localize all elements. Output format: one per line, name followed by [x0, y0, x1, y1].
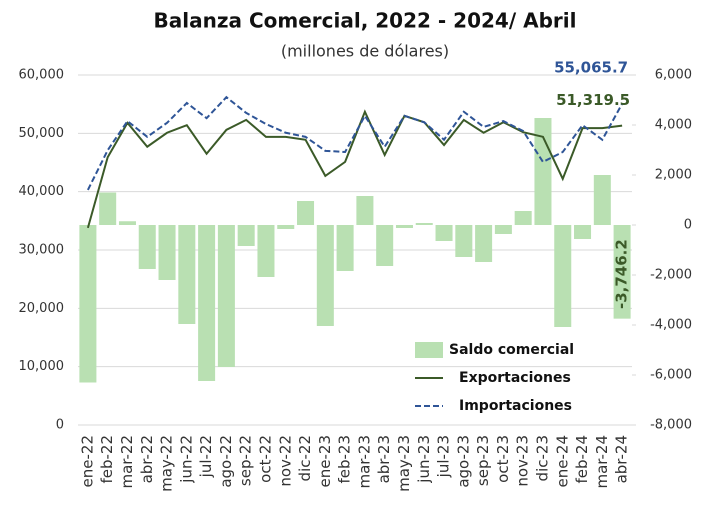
data-label: -3,746.2: [613, 239, 631, 309]
legend-label: Saldo comercial: [449, 342, 574, 358]
x-tick-label: abr-22: [138, 435, 156, 483]
bar: [237, 225, 255, 246]
y-tick-label: 50,000: [19, 126, 65, 141]
y-tick-label: 10,000: [19, 359, 65, 374]
x-tick-label: mar-23: [355, 435, 373, 489]
x-tick-label: jul-22: [197, 435, 215, 478]
chart-title: Balanza Comercial, 2022 - 2024/ Abril: [154, 9, 577, 33]
legend-label: Importaciones: [459, 398, 572, 414]
x-tick-label: ene-24: [553, 435, 571, 487]
bar: [297, 201, 315, 225]
bar: [336, 225, 354, 271]
y2-tick-label: 0: [684, 218, 692, 233]
x-tick-label: may-22: [158, 435, 176, 492]
y2-tick-label: -4,000: [650, 318, 692, 333]
bar: [514, 211, 532, 225]
bar: [217, 225, 235, 367]
data-label: 55,065.7: [554, 58, 628, 76]
x-tick-label: sep-23: [474, 435, 492, 486]
y-tick-label: 60,000: [19, 68, 65, 83]
bar: [158, 225, 176, 280]
bar: [613, 225, 631, 319]
bar: [534, 118, 552, 225]
bar: [178, 225, 196, 324]
x-tick-label: mar-22: [118, 435, 136, 489]
x-tick-label: feb-24: [573, 435, 591, 484]
x-tick-label: oct-23: [494, 435, 512, 483]
bar: [257, 225, 275, 277]
x-tick-label: oct-22: [256, 435, 274, 483]
x-tick-label: abr-24: [613, 435, 631, 483]
y-tick-label: 40,000: [19, 184, 65, 199]
bar: [395, 225, 413, 228]
bar: [277, 225, 295, 229]
x-tick-label: feb-22: [98, 435, 116, 484]
x-tick-label: dic-23: [533, 435, 551, 481]
y2-tick-label: 4,000: [655, 118, 692, 133]
x-tick-label: mar-24: [593, 435, 611, 489]
bar: [415, 223, 433, 225]
bar: [376, 225, 394, 266]
x-tick-label: ene-22: [78, 435, 96, 487]
bar: [494, 225, 512, 234]
chart-subtitle: (millones de dólares): [281, 42, 449, 61]
bar: [99, 192, 117, 225]
x-tick-label: may-23: [395, 435, 413, 492]
x-tick-label: dic-22: [296, 435, 314, 481]
x-tick-label: nov-23: [514, 435, 532, 487]
x-tick-label: sep-22: [237, 435, 255, 486]
bar: [79, 225, 97, 383]
bar: [435, 225, 453, 241]
x-tick-label: ene-23: [316, 435, 334, 487]
y2-tick-label: 2,000: [655, 168, 692, 183]
x-tick-label: nov-22: [276, 435, 294, 487]
y-tick-label: 0: [56, 418, 64, 433]
x-tick-label: jun-22: [177, 435, 195, 484]
data-label: 51,319.5: [556, 91, 630, 109]
line: [86, 109, 623, 229]
x-tick-label: abr-23: [375, 435, 393, 483]
bar: [316, 225, 334, 326]
y2-tick-label: 6,000: [655, 68, 692, 83]
bar: [455, 225, 473, 257]
bar: [574, 225, 592, 239]
bar: [198, 225, 216, 381]
x-tick-label: ago-23: [454, 435, 472, 488]
bar: [475, 225, 493, 262]
bar: [554, 225, 572, 327]
x-tick-label: jul-23: [435, 435, 453, 478]
x-tick-label: ago-22: [217, 435, 235, 488]
y2-tick-label: -6,000: [650, 368, 692, 383]
y2-tick-label: -8,000: [650, 418, 692, 433]
x-tick-label: jun-23: [415, 435, 433, 484]
bar: [138, 225, 156, 269]
bar: [356, 196, 374, 225]
y-tick-label: 20,000: [19, 301, 65, 316]
bar: [118, 221, 136, 225]
legend-swatch: [415, 342, 443, 358]
x-tick-label: feb-23: [336, 435, 354, 484]
y2-tick-label: -2,000: [650, 268, 692, 283]
line: [86, 95, 623, 191]
y-tick-label: 30,000: [19, 243, 65, 258]
bar: [593, 175, 611, 225]
legend-label: Exportaciones: [459, 370, 571, 386]
